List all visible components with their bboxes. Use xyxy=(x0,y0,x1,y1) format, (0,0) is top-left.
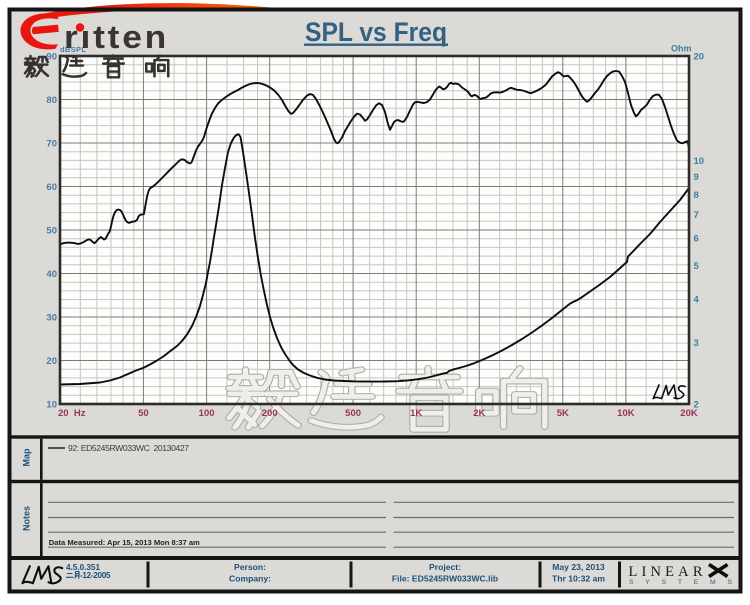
svg-text:Company:: Company: xyxy=(229,574,271,584)
svg-text:10: 10 xyxy=(46,399,57,410)
svg-text:SPL vs Freq: SPL vs Freq xyxy=(305,17,447,47)
svg-text:Map: Map xyxy=(22,448,32,467)
svg-text:-12-2005: -12-2005 xyxy=(80,571,111,580)
svg-text:4.5.0.351: 4.5.0.351 xyxy=(66,563,100,572)
svg-text:Data Measured: Apr 15, 2013 M: Data Measured: Apr 15, 2013 Mon 8:37 am xyxy=(49,538,200,547)
svg-text:20: 20 xyxy=(46,356,57,367)
svg-text:Project:: Project: xyxy=(429,562,461,572)
svg-text:May 23, 2013: May 23, 2013 xyxy=(552,562,605,572)
svg-text:20: 20 xyxy=(694,51,705,62)
svg-text:dBSPL: dBSPL xyxy=(60,45,86,54)
svg-text:6: 6 xyxy=(694,233,699,244)
svg-text:5: 5 xyxy=(694,261,700,272)
svg-text:30: 30 xyxy=(46,312,57,323)
svg-text:4: 4 xyxy=(694,295,700,306)
svg-text:50: 50 xyxy=(138,408,149,419)
svg-text:92: ED5245RW033WC 20130427: 92: ED5245RW033WC 20130427 xyxy=(68,443,189,453)
svg-text:1K: 1K xyxy=(410,408,422,419)
svg-text:500: 500 xyxy=(345,408,361,419)
svg-text:50: 50 xyxy=(46,225,57,236)
svg-text:Ohm: Ohm xyxy=(671,44,692,54)
svg-text:Person:: Person: xyxy=(234,562,266,572)
svg-text:File: ED5245RW033WC.lib: File: ED5245RW033WC.lib xyxy=(392,574,498,584)
svg-text:10: 10 xyxy=(694,156,705,167)
svg-text:100: 100 xyxy=(199,408,215,419)
svg-text:Thr 10:32 am: Thr 10:32 am xyxy=(552,574,605,584)
svg-text:2K: 2K xyxy=(473,408,485,419)
svg-text:5K: 5K xyxy=(557,408,569,419)
svg-text:70: 70 xyxy=(46,138,57,149)
svg-text:80: 80 xyxy=(46,95,57,106)
svg-text:60: 60 xyxy=(46,182,57,193)
svg-text:SYSTEMS: SYSTEMS xyxy=(629,579,732,586)
svg-text:9: 9 xyxy=(694,172,699,183)
svg-text:rıtten: rıtten xyxy=(64,19,169,55)
svg-text:Notes: Notes xyxy=(22,506,32,531)
svg-text:20 Hz: 20 Hz xyxy=(58,408,86,419)
svg-text:200: 200 xyxy=(262,408,278,419)
svg-text:10K: 10K xyxy=(617,408,635,419)
svg-text:3: 3 xyxy=(694,338,699,349)
svg-text:20K: 20K xyxy=(680,408,698,419)
svg-text:8: 8 xyxy=(694,190,699,201)
svg-text:7: 7 xyxy=(694,210,699,221)
svg-text:40: 40 xyxy=(46,269,57,280)
svg-text:2: 2 xyxy=(694,399,699,410)
svg-text:90: 90 xyxy=(46,51,57,62)
